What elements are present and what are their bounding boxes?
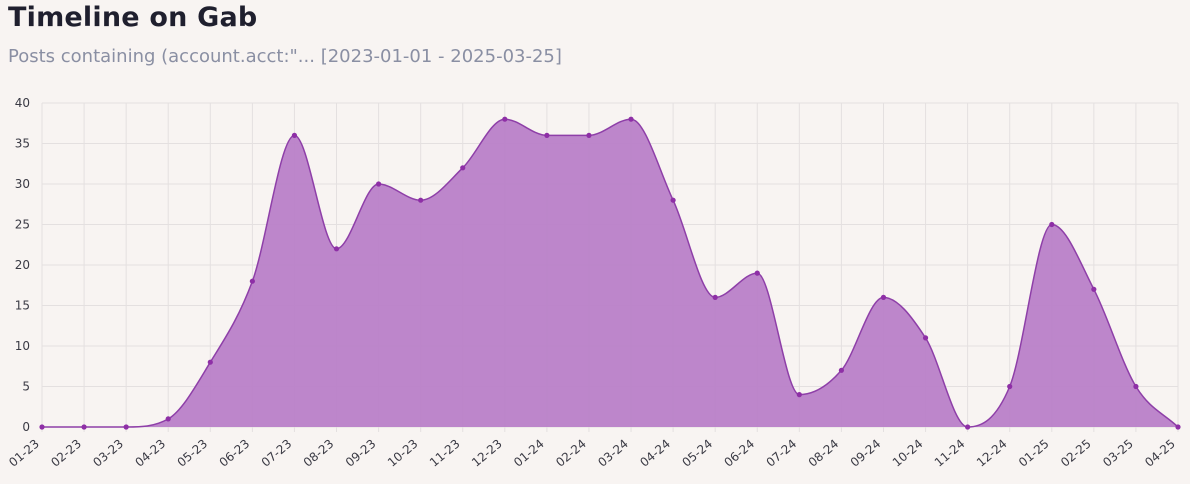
x-tick-label: 04-23	[132, 437, 168, 470]
data-point-03-23[interactable]	[123, 424, 129, 430]
x-tick-label: 12-23	[469, 437, 505, 470]
y-tick-label: 20	[15, 258, 30, 272]
data-point-07-23[interactable]	[291, 132, 298, 138]
x-tick-label: 05-23	[175, 437, 211, 470]
data-point-08-24[interactable]	[838, 367, 845, 373]
x-tick-label: 03-25	[1100, 437, 1136, 470]
data-point-12-24[interactable]	[1007, 383, 1013, 390]
data-point-10-24[interactable]	[922, 335, 929, 341]
x-axis-ticks: 01-23 02-23 03-23 04-23 05-23 06-23 07-23 08-23…	[6, 437, 1178, 470]
y-tick-label: 5	[22, 380, 30, 394]
data-point-01-25[interactable]	[1049, 221, 1055, 228]
y-axis-ticks: 0 5 10 15 20 25 30 35 40	[15, 96, 30, 434]
chart-title: Timeline on Gab	[8, 2, 258, 33]
area-series	[42, 118, 1179, 428]
x-tick-label: 05-24	[679, 437, 715, 470]
x-tick-label: 01-24	[511, 437, 547, 470]
y-tick-label: 30	[15, 177, 30, 191]
y-tick-label: 15	[15, 299, 30, 313]
x-tick-label: 04-24	[637, 437, 673, 470]
data-point-08-23[interactable]	[333, 246, 340, 252]
y-tick-label: 10	[15, 339, 30, 353]
x-tick-label: 12-24	[974, 437, 1010, 470]
data-point-02-23[interactable]	[81, 424, 87, 430]
x-tick-label: 09-24	[848, 437, 884, 470]
x-tick-label: 06-23	[217, 437, 253, 470]
data-point-07-24[interactable]	[796, 392, 802, 398]
x-tick-label: 09-23	[343, 437, 379, 470]
x-tick-label: 03-23	[90, 437, 126, 470]
data-point-04-23[interactable]	[165, 416, 171, 422]
data-point-10-23[interactable]	[418, 197, 424, 203]
data-point-03-25[interactable]	[1133, 383, 1139, 390]
y-tick-label: 0	[22, 420, 30, 434]
data-point-12-23[interactable]	[502, 116, 508, 122]
x-tick-label: 06-24	[721, 437, 757, 470]
data-point-04-25[interactable]	[1175, 424, 1181, 430]
x-tick-label: 02-24	[553, 437, 589, 470]
x-tick-label: 02-23	[48, 437, 84, 470]
x-tick-label: 07-24	[764, 437, 800, 470]
data-point-01-24[interactable]	[544, 132, 550, 138]
area-fill	[42, 119, 1178, 427]
data-point-02-25[interactable]	[1091, 286, 1097, 292]
y-tick-label: 40	[15, 96, 30, 110]
x-tick-label: 01-23	[6, 437, 42, 470]
data-point-11-24[interactable]	[965, 424, 971, 430]
chart-subtitle: Posts containing (account.acct:"... [202…	[8, 46, 562, 67]
data-point-06-23[interactable]	[249, 278, 255, 284]
data-point-04-24[interactable]	[670, 197, 676, 203]
data-points	[39, 116, 1181, 430]
data-point-03-24[interactable]	[628, 116, 634, 122]
data-point-06-24[interactable]	[754, 270, 760, 276]
y-tick-label: 35	[15, 137, 30, 151]
x-tick-label: 04-25	[1142, 437, 1178, 470]
x-tick-label: 11-23	[427, 437, 463, 470]
data-point-01-23[interactable]	[39, 424, 45, 430]
data-point-05-24[interactable]	[712, 294, 718, 300]
x-tick-label: 08-24	[806, 437, 842, 470]
data-point-11-23[interactable]	[460, 165, 466, 171]
data-point-05-23[interactable]	[207, 359, 213, 365]
x-tick-label: 10-24	[890, 437, 926, 470]
data-point-02-24[interactable]	[586, 132, 592, 138]
x-tick-label: 07-23	[259, 437, 295, 470]
y-tick-label: 25	[15, 218, 30, 232]
x-tick-label: 08-23	[301, 437, 337, 470]
x-tick-label: 01-25	[1016, 437, 1052, 470]
x-tick-label: 11-24	[932, 437, 968, 470]
x-tick-label: 02-25	[1058, 437, 1094, 470]
data-point-09-23[interactable]	[375, 181, 382, 187]
data-point-09-24[interactable]	[880, 294, 887, 300]
x-tick-label: 03-24	[595, 437, 631, 470]
x-tick-label: 10-23	[385, 437, 421, 470]
